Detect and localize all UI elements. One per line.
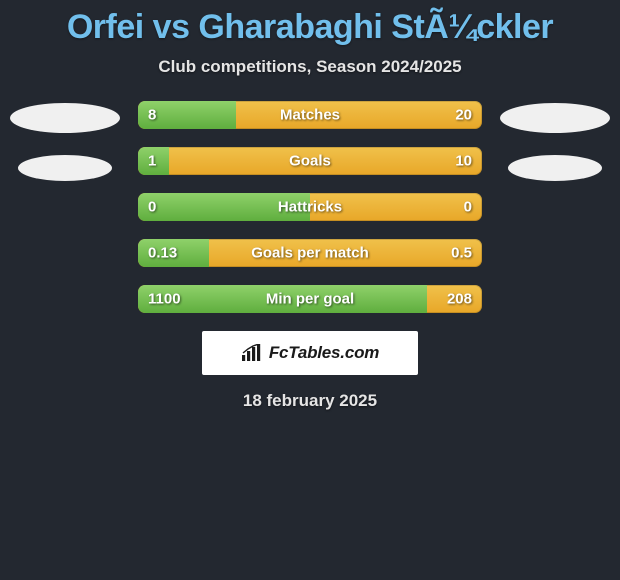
stat-label: Goals xyxy=(289,153,331,170)
stat-left-value: 0.13 xyxy=(148,245,177,262)
stat-left-value: 8 xyxy=(148,107,156,124)
stat-right-value: 0.5 xyxy=(451,245,472,262)
stat-right-value: 0 xyxy=(464,199,472,216)
stat-bar: 0.13 Goals per match 0.5 xyxy=(138,239,482,267)
team-logo-right xyxy=(508,155,602,181)
stat-left-value: 0 xyxy=(148,199,156,216)
stat-right-value: 20 xyxy=(455,107,472,124)
stat-left-value: 1100 xyxy=(148,291,181,308)
page-subtitle: Club competitions, Season 2024/2025 xyxy=(0,57,620,77)
site-logo[interactable]: FcTables.com xyxy=(202,331,418,375)
stat-label: Matches xyxy=(280,107,340,124)
stat-label: Goals per match xyxy=(251,245,369,262)
site-logo-text: FcTables.com xyxy=(269,343,379,363)
stat-right-value: 208 xyxy=(447,291,472,308)
stat-bar: 8 Matches 20 xyxy=(138,101,482,129)
stat-bar: 1100 Min per goal 208 xyxy=(138,285,482,313)
page-date: 18 february 2025 xyxy=(0,391,620,411)
content-row: 8 Matches 20 1 Goals 10 0 Hattricks 0 0.13 Goals p… xyxy=(0,101,620,313)
stat-bar: 1 Goals 10 xyxy=(138,147,482,175)
left-avatar-col xyxy=(10,101,120,181)
stat-label: Hattricks xyxy=(278,199,342,216)
stat-label: Min per goal xyxy=(266,291,354,308)
chart-bars-icon xyxy=(241,344,263,362)
right-avatar-col xyxy=(500,101,610,181)
player-avatar-left xyxy=(10,103,120,133)
page-title: Orfei vs Gharabaghi StÃ¼ckler xyxy=(0,0,620,47)
stats-bars: 8 Matches 20 1 Goals 10 0 Hattricks 0 0.13 Goals p… xyxy=(138,101,482,313)
team-logo-left xyxy=(18,155,112,181)
player-avatar-right xyxy=(500,103,610,133)
stat-right-value: 10 xyxy=(455,153,472,170)
stat-bar: 0 Hattricks 0 xyxy=(138,193,482,221)
stat-left-value: 1 xyxy=(148,153,156,170)
